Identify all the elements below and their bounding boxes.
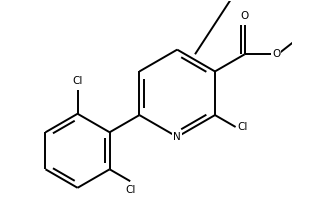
Text: O: O	[241, 10, 249, 21]
Text: N: N	[173, 132, 181, 142]
Text: Cl: Cl	[72, 76, 83, 86]
Text: Cl: Cl	[237, 122, 247, 132]
Text: O: O	[273, 49, 281, 59]
Text: Cl: Cl	[125, 185, 135, 195]
